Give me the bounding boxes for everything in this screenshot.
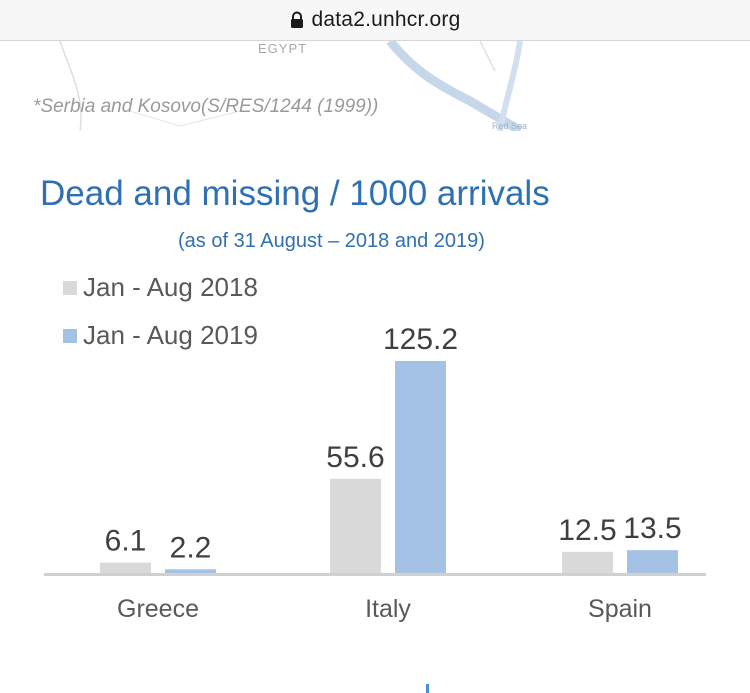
map-background: [59, 41, 523, 131]
legend-item-2018: Jan - Aug 2018: [63, 272, 258, 303]
bar-greece-2018: [100, 562, 151, 573]
legend-swatch-2018: [63, 280, 77, 295]
bar-spain-2019: [627, 550, 678, 573]
data-label-greece-2019: 2.2: [170, 531, 212, 564]
browser-address-bar[interactable]: data2.unhcr.org: [0, 0, 750, 41]
scroll-indicator: [426, 684, 429, 693]
category-label-spain: Spain: [588, 595, 652, 623]
bar-italy-2019: [395, 361, 446, 573]
legend-label-2019: Jan - Aug 2019: [83, 320, 258, 350]
map-country-label: EGYPT: [258, 41, 308, 56]
data-label-italy-2018: 55.6: [326, 441, 384, 474]
category-label-greece: Greece: [117, 595, 199, 623]
url-text: data2.unhcr.org: [311, 8, 461, 31]
chart-subtitle: (as of 31 August – 2018 and 2019): [178, 230, 485, 252]
legend-label-2018: Jan - Aug 2018: [83, 272, 258, 302]
category-label-italy: Italy: [365, 595, 411, 623]
lock-icon: [290, 11, 303, 28]
map-fragment: EGYPT Red Sea: [0, 41, 750, 131]
legend-swatch-2019: [63, 328, 77, 343]
bar-italy-2018: [330, 478, 381, 573]
footnote: *Serbia and Kosovo(S/RES/1244 (1999)): [33, 96, 379, 117]
data-label-spain-2018: 12.5: [558, 514, 616, 547]
data-label-spain-2019: 13.5: [623, 512, 681, 545]
data-label-italy-2019: 125.2: [383, 323, 458, 356]
chart-title: Dead and missing / 1000 arrivals: [40, 174, 550, 213]
map-sea-label: Red Sea: [492, 121, 528, 131]
bar-spain-2018: [562, 551, 613, 573]
data-label-greece-2018: 6.1: [105, 525, 147, 558]
bar-greece-2019: [165, 569, 216, 573]
legend-item-2019: Jan - Aug 2019: [63, 320, 258, 351]
